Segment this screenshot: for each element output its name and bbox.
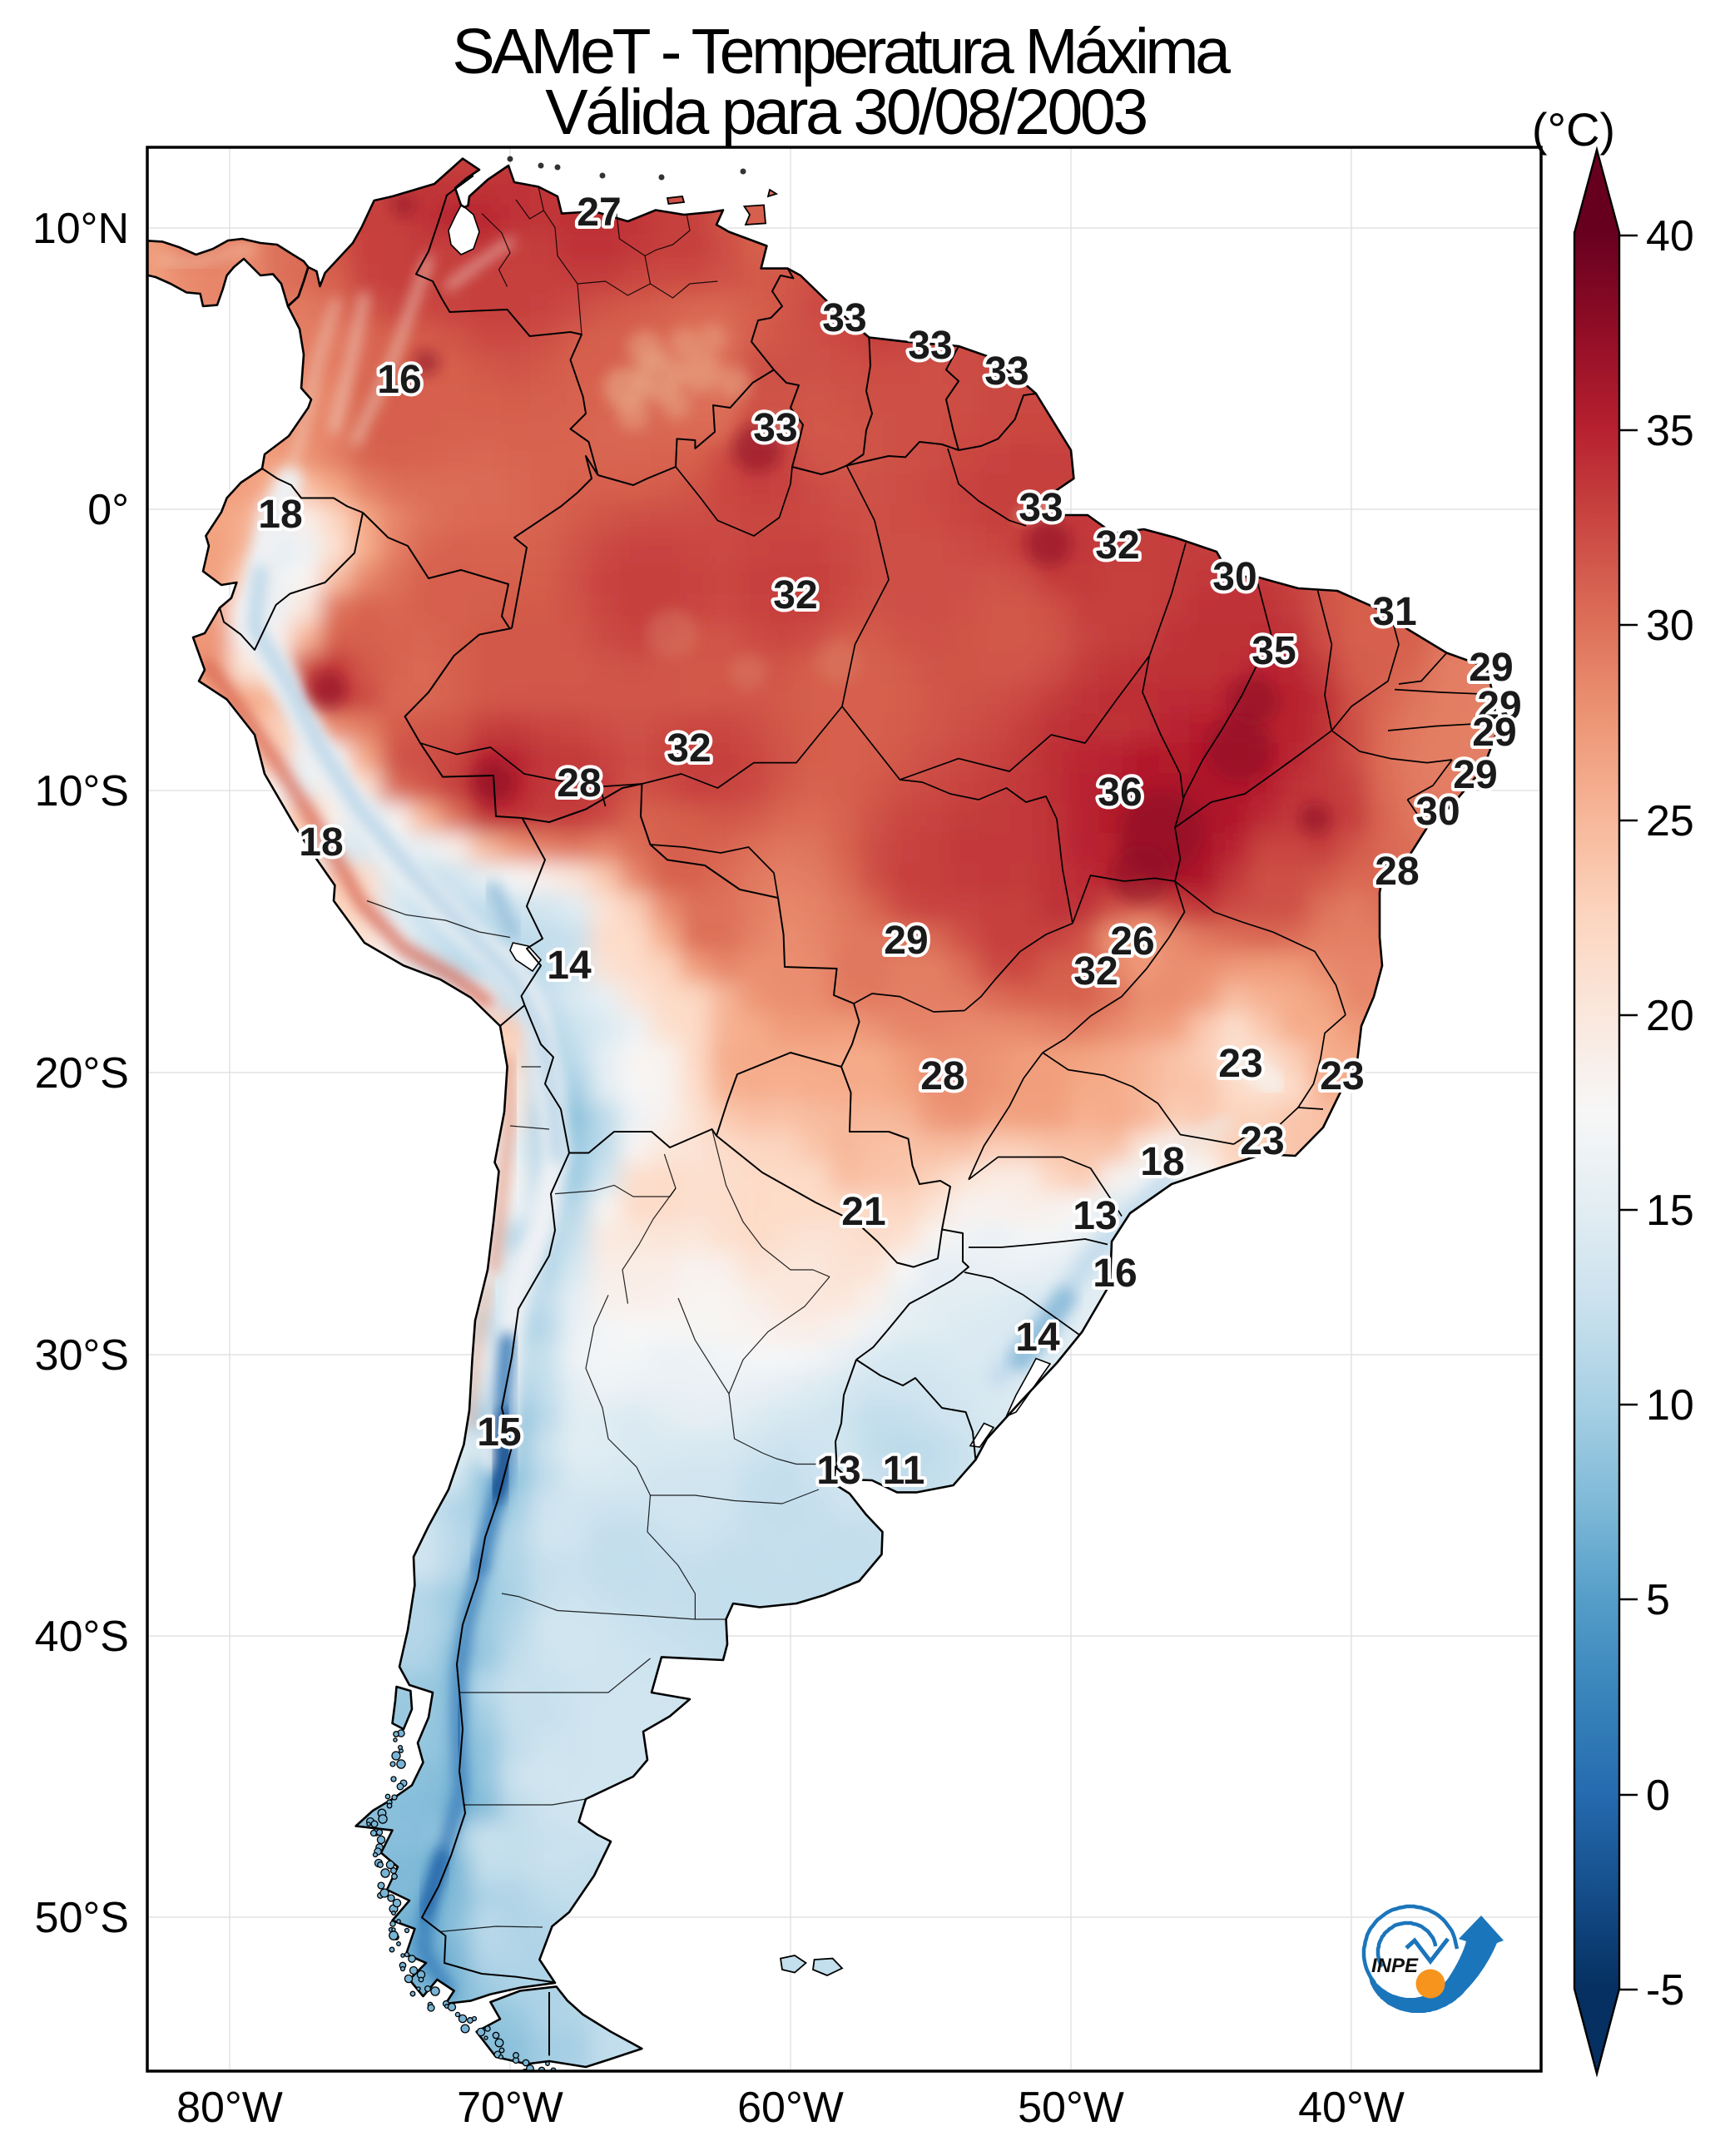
- svg-text:23: 23: [1320, 1054, 1364, 1098]
- svg-text:SAMeT - Temperatura Máxima: SAMeT - Temperatura Máxima: [452, 16, 1231, 87]
- svg-text:15: 15: [477, 1410, 521, 1455]
- svg-text:18: 18: [258, 493, 302, 537]
- svg-text:16: 16: [377, 358, 421, 402]
- svg-text:INPE: INPE: [1371, 1955, 1419, 1977]
- svg-text:14: 14: [547, 944, 592, 988]
- svg-text:18: 18: [1140, 1140, 1184, 1184]
- svg-text:33: 33: [753, 406, 797, 450]
- svg-text:30°S: 30°S: [35, 1331, 129, 1380]
- svg-text:35: 35: [1646, 407, 1694, 455]
- svg-text:20°S: 20°S: [35, 1049, 129, 1098]
- svg-text:60°W: 60°W: [737, 2084, 844, 2132]
- svg-text:40: 40: [1646, 212, 1694, 260]
- svg-text:25: 25: [1646, 797, 1694, 845]
- svg-text:30: 30: [1646, 602, 1694, 650]
- svg-text:10°S: 10°S: [35, 767, 129, 815]
- svg-text:31: 31: [1372, 590, 1416, 634]
- svg-text:30: 30: [1415, 790, 1460, 834]
- svg-text:10: 10: [1646, 1381, 1694, 1430]
- svg-text:29: 29: [1453, 753, 1497, 797]
- svg-text:36: 36: [1098, 771, 1142, 815]
- svg-text:40°S: 40°S: [35, 1613, 129, 1661]
- svg-text:32: 32: [1073, 949, 1118, 994]
- svg-text:27: 27: [577, 191, 621, 235]
- svg-text:40°W: 40°W: [1298, 2084, 1405, 2132]
- svg-text:0°: 0°: [87, 486, 129, 534]
- svg-text:14: 14: [1015, 1316, 1060, 1360]
- svg-text:80°W: 80°W: [176, 2084, 283, 2132]
- svg-text:16: 16: [1093, 1251, 1137, 1296]
- svg-text:21: 21: [841, 1190, 885, 1234]
- svg-text:0: 0: [1646, 1772, 1670, 1820]
- svg-text:20: 20: [1646, 992, 1694, 1040]
- svg-text:29: 29: [884, 919, 928, 963]
- svg-text:5: 5: [1646, 1576, 1670, 1624]
- svg-text:29: 29: [1477, 684, 1521, 728]
- svg-text:33: 33: [1019, 486, 1063, 530]
- svg-text:13: 13: [816, 1449, 860, 1493]
- svg-text:33: 33: [984, 349, 1029, 394]
- svg-text:32: 32: [773, 573, 817, 617]
- svg-text:29: 29: [1472, 711, 1516, 755]
- svg-text:33: 33: [908, 324, 952, 368]
- svg-text:32: 32: [1095, 523, 1139, 567]
- svg-text:18: 18: [299, 820, 343, 865]
- svg-text:10°N: 10°N: [32, 205, 129, 253]
- svg-text:35: 35: [1252, 629, 1296, 673]
- svg-text:28: 28: [920, 1054, 964, 1098]
- svg-text:11: 11: [883, 1449, 925, 1493]
- svg-text:13: 13: [1073, 1194, 1117, 1238]
- svg-text:30: 30: [1212, 555, 1257, 599]
- svg-text:33: 33: [822, 296, 866, 340]
- svg-text:70°W: 70°W: [457, 2084, 563, 2132]
- svg-text:Válida para 30/08/2003: Válida para 30/08/2003: [545, 77, 1146, 148]
- svg-text:50°W: 50°W: [1018, 2084, 1124, 2132]
- svg-text:50°S: 50°S: [35, 1894, 129, 1942]
- svg-text:32: 32: [667, 726, 711, 771]
- svg-text:15: 15: [1646, 1187, 1694, 1235]
- svg-text:-5: -5: [1646, 1966, 1684, 2015]
- svg-text:23: 23: [1240, 1119, 1284, 1163]
- svg-text:29: 29: [1469, 646, 1513, 690]
- svg-text:26: 26: [1110, 919, 1154, 964]
- svg-text:23: 23: [1218, 1042, 1262, 1086]
- svg-text:28: 28: [557, 761, 601, 805]
- svg-text:(°C): (°C): [1532, 103, 1615, 156]
- svg-text:28: 28: [1375, 850, 1419, 894]
